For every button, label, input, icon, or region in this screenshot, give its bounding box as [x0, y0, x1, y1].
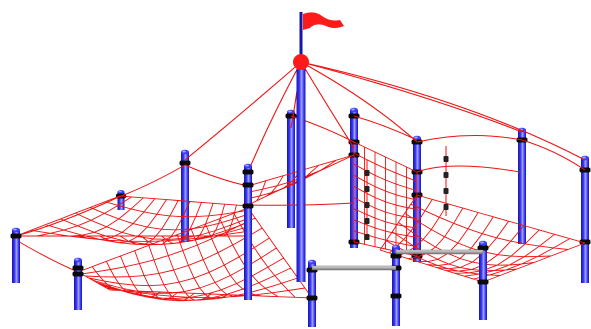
post-clamp — [306, 295, 318, 301]
bar-right — [395, 249, 484, 255]
post-body — [117, 192, 125, 210]
horizontal-bars — [311, 249, 484, 271]
post-clamp — [242, 169, 254, 175]
post-body — [181, 152, 189, 242]
post-body — [308, 262, 316, 327]
rope-extra-9 — [120, 164, 186, 197]
post-clamp — [242, 203, 254, 209]
post-body — [74, 260, 82, 310]
post-body — [244, 166, 252, 300]
rope-extra-4 — [521, 139, 586, 171]
post-body — [12, 230, 20, 283]
post-clamp — [10, 233, 22, 239]
post-clamp — [390, 253, 402, 259]
rope-5 — [300, 61, 418, 143]
net-climbing-wall — [353, 141, 418, 257]
rope-2 — [247, 61, 302, 173]
rope-extra-7 — [15, 195, 122, 237]
rope-extra-10 — [353, 115, 418, 141]
post-back-right — [516, 127, 528, 244]
post-front-far-right — [477, 240, 489, 320]
post-body — [518, 130, 526, 244]
rope-grip — [443, 188, 449, 194]
post-cap-highlight — [245, 164, 249, 167]
bar-front — [311, 265, 397, 271]
post-body — [287, 112, 295, 228]
net-mesh — [353, 141, 418, 257]
rope-grip — [364, 170, 370, 176]
rope-grip — [364, 218, 370, 224]
mast — [296, 59, 306, 282]
mast-ball — [293, 54, 309, 70]
post-body — [581, 158, 589, 283]
suspension-ropes — [15, 61, 586, 273]
post-front-left — [72, 257, 84, 310]
rope-grip — [443, 172, 449, 178]
rope-6 — [300, 61, 523, 133]
details — [293, 12, 449, 240]
post-left-front — [10, 227, 22, 283]
post-body — [296, 62, 306, 282]
post-cap-highlight — [309, 260, 313, 263]
post-cap-highlight — [182, 150, 186, 153]
rope-extra-3 — [416, 134, 523, 143]
rope-grip — [364, 202, 370, 208]
rope-grip — [364, 186, 370, 192]
post-cap-highlight — [393, 245, 397, 248]
post-clamp — [390, 293, 402, 299]
rope-1 — [184, 61, 302, 161]
post-cap-highlight — [118, 190, 122, 193]
post-cap-highlight — [351, 108, 355, 111]
post-cap-highlight — [480, 241, 484, 244]
flag — [303, 12, 344, 30]
post-far-right — [579, 155, 591, 283]
post-cap-highlight — [75, 258, 79, 261]
rope-grip — [364, 234, 370, 240]
post-clamp — [72, 271, 84, 277]
post-front-right — [390, 244, 402, 326]
post-clamp — [179, 160, 191, 166]
rope-extra-6 — [416, 165, 521, 173]
rope-grip — [443, 204, 449, 210]
rope-extra-2 — [290, 115, 355, 143]
post-clamp — [579, 239, 591, 245]
post-body — [392, 247, 400, 326]
post-clamp — [72, 265, 84, 271]
post-back-left — [179, 149, 191, 242]
post-clamp — [477, 245, 489, 251]
rope-7 — [300, 61, 586, 161]
post-cap-highlight — [13, 228, 17, 231]
rope-extra-8 — [15, 239, 79, 273]
post-front-middle — [242, 163, 254, 300]
rope-grip — [443, 156, 449, 162]
front-posts — [10, 59, 489, 327]
post-cap-highlight — [582, 156, 586, 159]
post-clamp — [477, 279, 489, 285]
post-clamp — [242, 182, 254, 188]
post-cap-highlight — [288, 110, 292, 113]
post-cap-highlight — [414, 136, 418, 139]
